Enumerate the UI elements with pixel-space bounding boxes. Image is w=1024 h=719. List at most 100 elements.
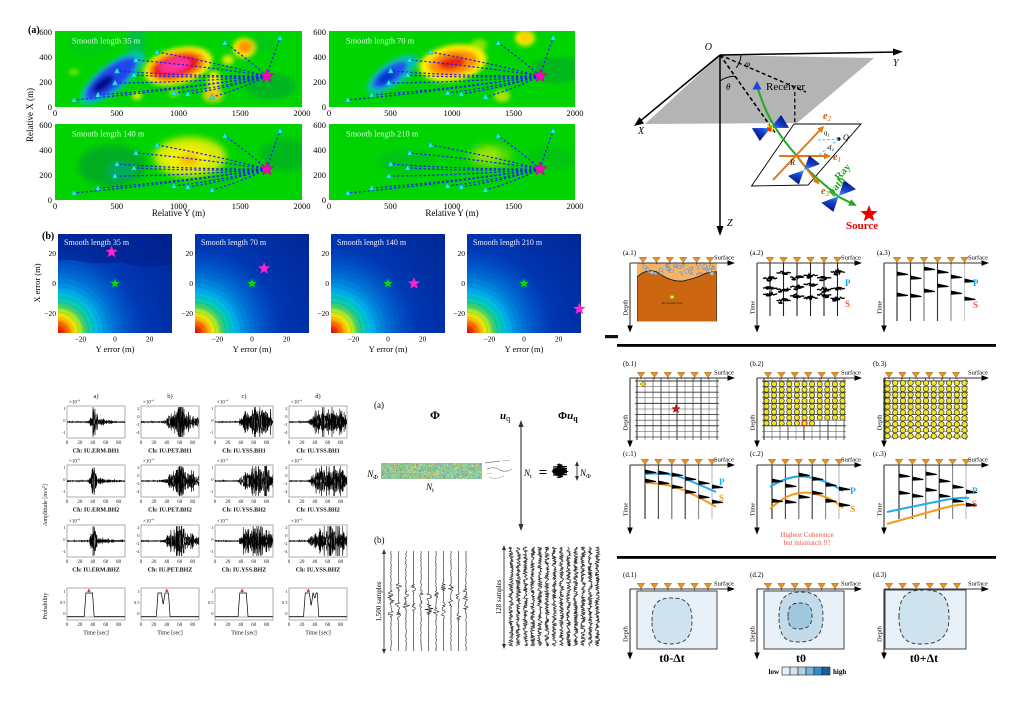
svg-text:200: 200	[313, 77, 326, 87]
svg-text:-1: -1	[210, 489, 214, 494]
svg-text:200: 200	[313, 170, 326, 180]
svg-text:60: 60	[103, 500, 109, 505]
svg-text:1: 1	[211, 589, 213, 594]
svg-text:0: 0	[214, 623, 217, 628]
svg-text:1500: 1500	[232, 108, 249, 118]
svg-text:(a): (a)	[28, 25, 40, 36]
svg-text:2: 2	[137, 525, 139, 530]
svg-text:Φ: Φ	[430, 408, 440, 422]
svg-text:20: 20	[77, 623, 83, 628]
svg-text:20: 20	[299, 441, 305, 446]
svg-text:0: 0	[211, 537, 214, 542]
svg-text:φ: φ	[745, 59, 750, 69]
svg-text:0: 0	[48, 102, 52, 112]
svg-text:−20: −20	[44, 309, 56, 318]
svg-text:0: 0	[214, 500, 217, 505]
svg-text:Smooth length 35 m: Smooth length 35 m	[64, 238, 130, 247]
svg-text:40: 40	[238, 500, 244, 505]
svg-text:60: 60	[103, 560, 109, 565]
svg-text:0: 0	[113, 335, 117, 344]
svg-text:60: 60	[325, 500, 331, 505]
svg-text:2000: 2000	[567, 201, 584, 211]
svg-text:600: 600	[39, 120, 52, 130]
svg-text:Surface: Surface	[714, 581, 734, 588]
svg-text:60: 60	[177, 623, 183, 628]
svg-text:S: S	[972, 499, 977, 509]
svg-text:Ch: IU.YSS.BH1: Ch: IU.YSS.BH1	[296, 449, 340, 455]
svg-text:(d.2): (d.2)	[750, 571, 764, 579]
svg-text:0: 0	[137, 414, 140, 419]
svg-text:0: 0	[53, 108, 57, 118]
svg-text:20: 20	[299, 560, 305, 565]
svg-text:(a): (a)	[374, 400, 384, 410]
svg-text:80: 80	[116, 441, 122, 446]
svg-text:Φuq: Φuq	[558, 410, 578, 423]
svg-text:40: 40	[238, 441, 244, 446]
svg-text:1: 1	[63, 406, 65, 411]
svg-text:0: 0	[140, 560, 143, 565]
svg-text:20: 20	[299, 623, 305, 628]
svg-text:(d.3): (d.3)	[873, 571, 887, 579]
svg-text:×10-4: ×10-4	[291, 399, 302, 406]
svg-text:t0-Δt: t0-Δt	[659, 651, 685, 665]
svg-text:S: S	[845, 299, 850, 309]
svg-text:2: 2	[285, 525, 287, 530]
svg-text:20: 20	[151, 441, 157, 446]
svg-text:20: 20	[322, 249, 330, 258]
svg-text:Nt: Nt	[523, 468, 532, 480]
svg-text:20: 20	[77, 560, 83, 565]
svg-text:0: 0	[137, 473, 140, 478]
svg-text:1500: 1500	[505, 108, 522, 118]
svg-text:Z: Z	[727, 218, 733, 229]
svg-text:Surface: Surface	[714, 457, 734, 464]
svg-text:S: S	[719, 493, 724, 503]
svg-text:1: 1	[211, 406, 213, 411]
svg-text:128 samples: 128 samples	[495, 579, 503, 614]
svg-text:0: 0	[53, 201, 57, 211]
svg-text:40: 40	[164, 623, 170, 628]
svg-text:Smooth length 210 m: Smooth length 210 m	[473, 238, 543, 247]
svg-text:0: 0	[285, 611, 288, 616]
svg-text:500: 500	[110, 108, 123, 118]
svg-text:−20: −20	[484, 335, 496, 344]
svg-text:c): c)	[241, 393, 246, 400]
svg-text:(a.1): (a.1)	[623, 249, 637, 257]
svg-text:but mismatch !!!: but mismatch !!!	[784, 539, 831, 547]
svg-text:Surface: Surface	[968, 581, 988, 588]
svg-text:-1: -1	[62, 430, 66, 435]
svg-text:Depth: Depth	[623, 414, 630, 431]
svg-text:Time: Time	[877, 503, 884, 517]
svg-text:uq: uq	[500, 410, 510, 423]
svg-text:NΦ: NΦ	[366, 469, 378, 481]
svg-text:1: 1	[63, 589, 65, 594]
svg-text:60: 60	[177, 560, 183, 565]
svg-text:×10-4: ×10-4	[217, 399, 228, 406]
svg-text:20: 20	[151, 623, 157, 628]
svg-text:Time: Time	[877, 301, 884, 315]
svg-text:−20: −20	[75, 335, 87, 344]
svg-text:0: 0	[288, 441, 291, 446]
svg-text:−20: −20	[181, 309, 193, 318]
svg-text:1,500 samples: 1,500 samples	[375, 581, 383, 621]
svg-text:0: 0	[140, 500, 143, 505]
svg-text:40: 40	[90, 623, 96, 628]
svg-text:0: 0	[214, 441, 217, 446]
svg-text:Nt: Nt	[425, 482, 434, 494]
svg-text:60: 60	[251, 623, 257, 628]
svg-text:80: 80	[190, 560, 196, 565]
svg-text:P: P	[850, 487, 856, 497]
svg-text:Surface: Surface	[968, 370, 988, 377]
svg-text:1: 1	[137, 589, 139, 594]
svg-text:(a.3): (a.3)	[877, 249, 891, 257]
svg-text:2000: 2000	[294, 201, 311, 211]
svg-text:40: 40	[90, 441, 96, 446]
svg-text:Ch: IU.PET.BHZ: Ch: IU.PET.BHZ	[148, 568, 193, 574]
svg-text:(b): (b)	[374, 535, 385, 545]
svg-text:X error (m): X error (m)	[32, 263, 42, 302]
svg-text:20: 20	[186, 249, 194, 258]
svg-text:40: 40	[312, 441, 318, 446]
svg-text:60: 60	[103, 623, 109, 628]
svg-text:2: 2	[137, 406, 139, 411]
svg-text:Y error (m): Y error (m)	[369, 344, 408, 354]
svg-text:−20: −20	[212, 335, 224, 344]
